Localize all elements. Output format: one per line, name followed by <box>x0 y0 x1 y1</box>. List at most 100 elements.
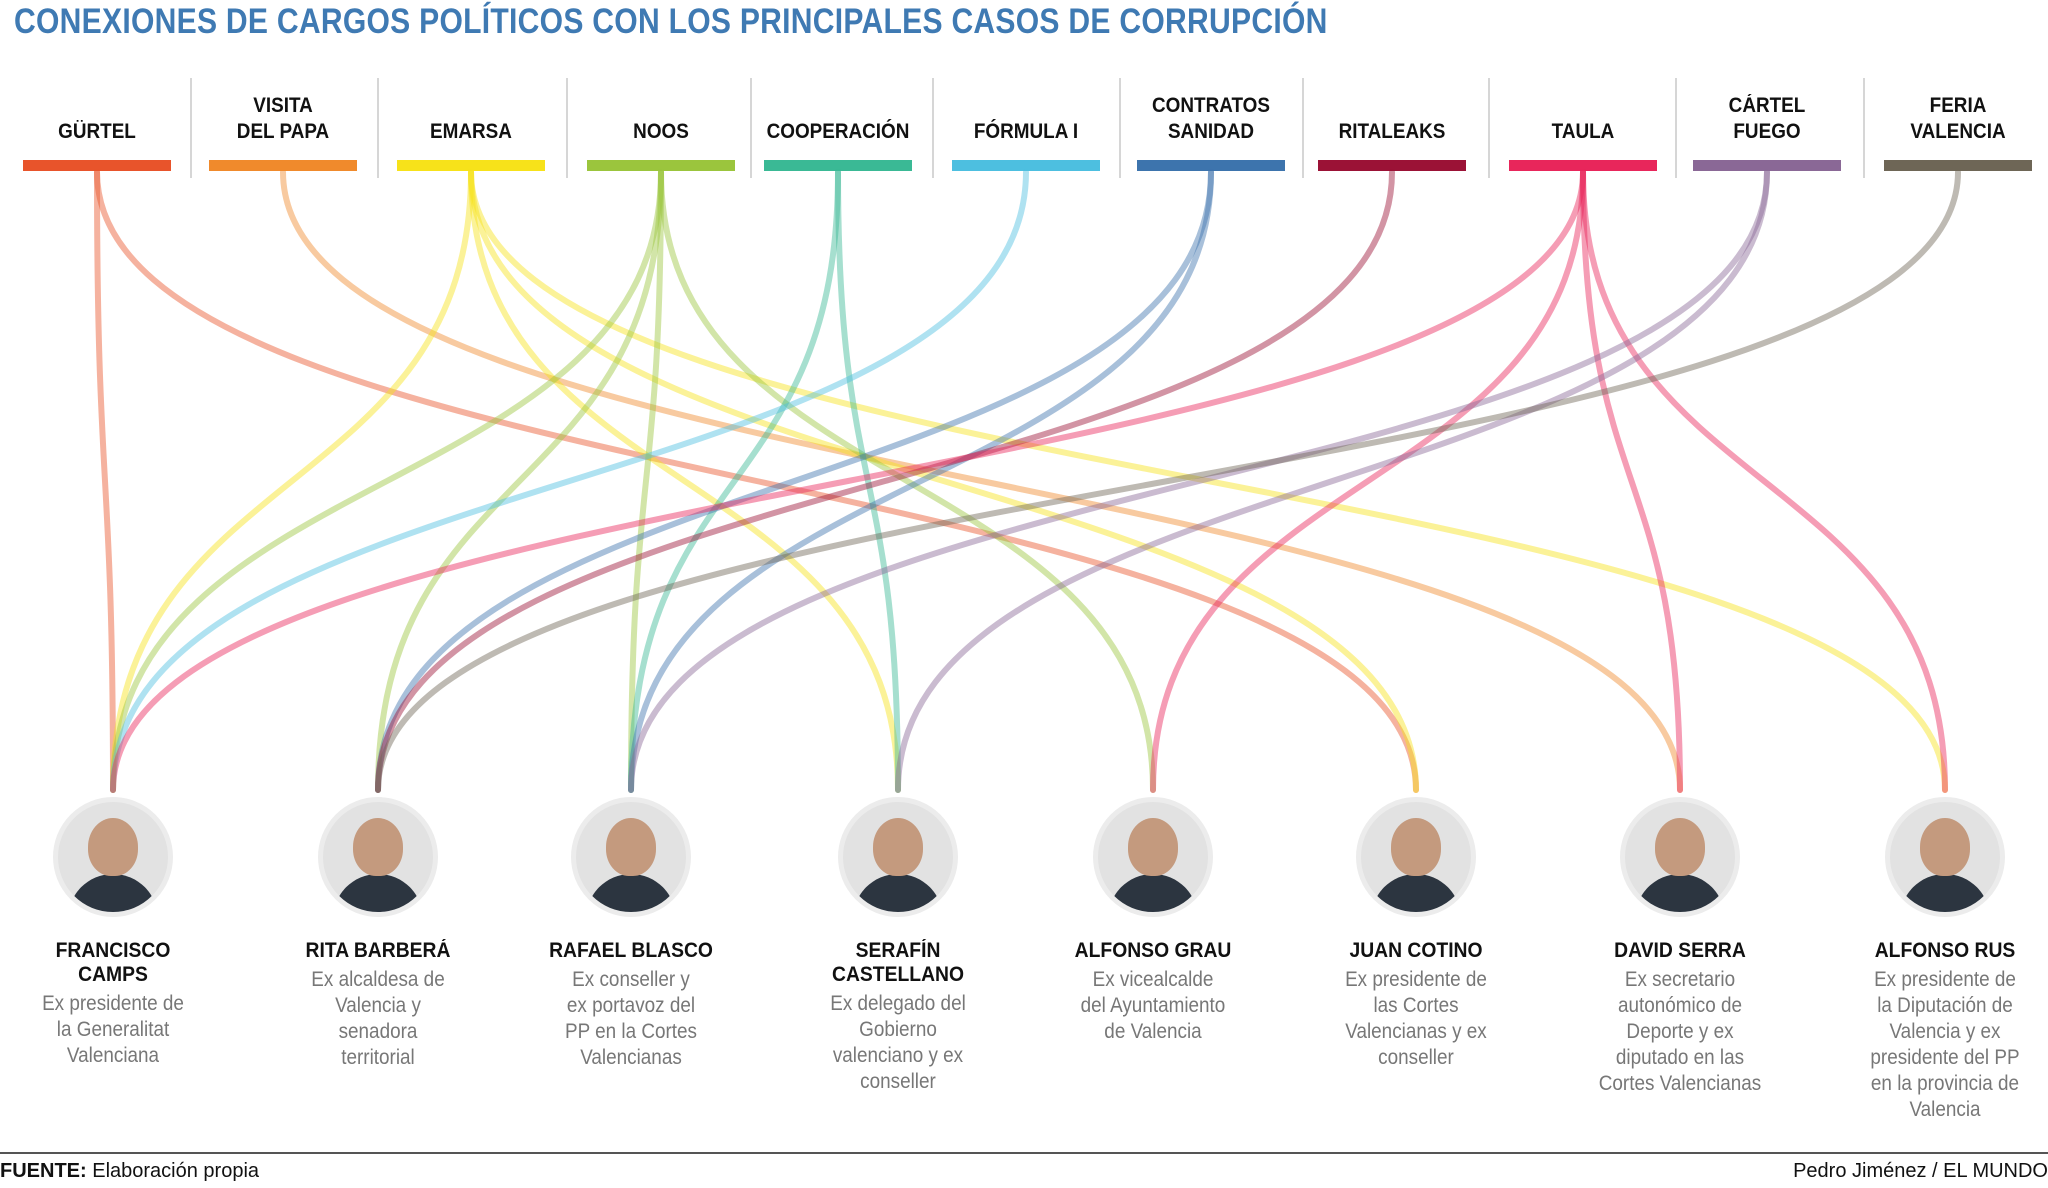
case-label: TAULA <box>1551 120 1615 143</box>
case-separator <box>1488 78 1490 178</box>
case-separator <box>190 78 192 178</box>
case-color-bar <box>1884 160 2032 171</box>
case-separator <box>750 78 752 178</box>
connection-link <box>110 169 1029 793</box>
case-label: EMARSA <box>430 120 512 143</box>
case-color-bar <box>587 160 735 171</box>
person-description: Ex presidente de la Generalitat Valencia… <box>42 992 184 1067</box>
portrait-body <box>1371 874 1461 912</box>
person-card: RITA BARBERÁ Ex alcaldesa de Valencia y s… <box>253 785 503 1071</box>
person-name: RAFAEL BLASCO <box>549 939 713 962</box>
connection-link <box>375 169 1961 793</box>
case-separator <box>932 78 934 178</box>
portrait-head <box>606 818 656 876</box>
person-name: DAVID SERRA <box>1614 939 1746 962</box>
portrait-head <box>1920 818 1970 876</box>
portrait-head <box>88 818 138 876</box>
connection-link <box>628 169 664 793</box>
source-note: FUENTE: Elaboración propia <box>0 1160 259 1183</box>
connection-link <box>375 169 1395 793</box>
case-label: RITALEAKS <box>1338 120 1446 143</box>
connection-link <box>1580 169 1683 793</box>
case-separator <box>1302 78 1304 178</box>
case-label: FÓRMULA I <box>973 120 1079 143</box>
source-label: FUENTE: <box>0 1160 87 1182</box>
portrait-body <box>333 874 423 912</box>
case-color-bar <box>764 160 912 171</box>
portrait-head <box>873 818 923 876</box>
source-text: Elaboración propia <box>92 1160 260 1182</box>
portrait-head <box>1128 818 1178 876</box>
connection-link <box>94 169 116 793</box>
person-name: FRANCISCO CAMPS <box>55 939 171 986</box>
person-description: Ex presidente de las Cortes Valencianas … <box>1345 968 1487 1069</box>
case-color-bar <box>23 160 171 171</box>
case-separator <box>566 78 568 178</box>
person-description: Ex presidente de la Diputación de Valenc… <box>1870 968 2020 1121</box>
case-separator <box>1863 78 1865 178</box>
portrait-alfonso-grau <box>1093 797 1213 917</box>
portrait-body <box>586 874 676 912</box>
case-separator <box>377 78 379 178</box>
case-separator <box>1119 78 1121 178</box>
portrait-head <box>353 818 403 876</box>
connection-link <box>468 169 901 793</box>
connection-link <box>375 169 1214 793</box>
portrait-head <box>1391 818 1441 876</box>
portrait-francisco-camps <box>53 797 173 917</box>
case-color-bar <box>209 160 357 171</box>
person-name: JUAN COTINO <box>1349 939 1483 962</box>
person-description: Ex vicealcalde del Ayuntamiento de Valen… <box>1080 968 1226 1043</box>
connection-link <box>835 169 901 793</box>
person-card: FRANCISCO CAMPS Ex presidente de la Gener… <box>0 785 238 1069</box>
person-card: ALFONSO GRAU Ex vicealcalde del Ayuntamie… <box>1028 785 1278 1045</box>
connection-link <box>658 169 1156 793</box>
case-label: NOOS <box>633 120 689 143</box>
case-label: CÁRTEL FUEGO <box>1728 94 1806 143</box>
connection-link <box>628 169 841 793</box>
connection-link <box>468 169 1948 793</box>
person-card: JUAN COTINO Ex presidente de las Cortes V… <box>1291 785 1541 1071</box>
footer-divider <box>0 1152 2048 1154</box>
portrait-body <box>1108 874 1198 912</box>
credit-note: Pedro Jiménez / EL MUNDO <box>1793 1160 2048 1182</box>
person-name: ALFONSO GRAU <box>1074 939 1232 962</box>
portrait-david-serra <box>1620 797 1740 917</box>
case-color-bar <box>1137 160 1285 171</box>
portrait-body <box>68 874 158 912</box>
page-title: CONEXIONES DE CARGOS POLÍTICOS CON LOS P… <box>14 2 1328 41</box>
portrait-alfonso-rus <box>1885 797 2005 917</box>
portrait-rita-barbera <box>318 797 438 917</box>
case-color-bar <box>1693 160 1841 171</box>
connection-link <box>110 169 474 793</box>
case-label: GÜRTEL <box>58 120 136 143</box>
case-label: CONTRATOS SANIDAD <box>1152 94 1270 143</box>
person-name: SERAFÍN CASTELLANO <box>831 939 965 986</box>
person-description: Ex delegado del Gobierno valenciano y ex… <box>830 992 966 1093</box>
connection-link <box>1150 169 1586 793</box>
case-color-bar <box>1318 160 1466 171</box>
portrait-head <box>1655 818 1705 876</box>
person-card: RAFAEL BLASCO Ex conseller y ex portavoz … <box>506 785 756 1071</box>
case-color-bar <box>1509 160 1657 171</box>
case-separator <box>1675 78 1677 178</box>
connection-link <box>110 169 1586 793</box>
case-label: FERIA VALENCIA <box>1910 94 2006 143</box>
case-label: VISITA DEL PAPA <box>236 94 330 143</box>
person-card: SERAFÍN CASTELLANO Ex delegado del Gobier… <box>773 785 1023 1095</box>
person-description: Ex conseller y ex portavoz del PP en la … <box>564 968 698 1069</box>
case-color-bar <box>952 160 1100 171</box>
person-card: ALFONSO RUS Ex presidente de la Diputació… <box>1820 785 2048 1123</box>
connection-link <box>94 169 1419 793</box>
case-label: COOPERACIÓN <box>766 120 910 143</box>
person-description: Ex secretario autonómico de Deporte y ex… <box>1598 968 1762 1095</box>
person-description: Ex alcaldesa de Valencia y senadora terr… <box>311 968 445 1069</box>
portrait-serafin-castellano <box>838 797 958 917</box>
portrait-body <box>1635 874 1725 912</box>
portrait-body <box>853 874 943 912</box>
person-card: DAVID SERRA Ex secretario autonómico de D… <box>1555 785 1805 1097</box>
connection-link <box>895 169 1770 793</box>
portrait-body <box>1900 874 1990 912</box>
connection-link <box>375 169 664 793</box>
